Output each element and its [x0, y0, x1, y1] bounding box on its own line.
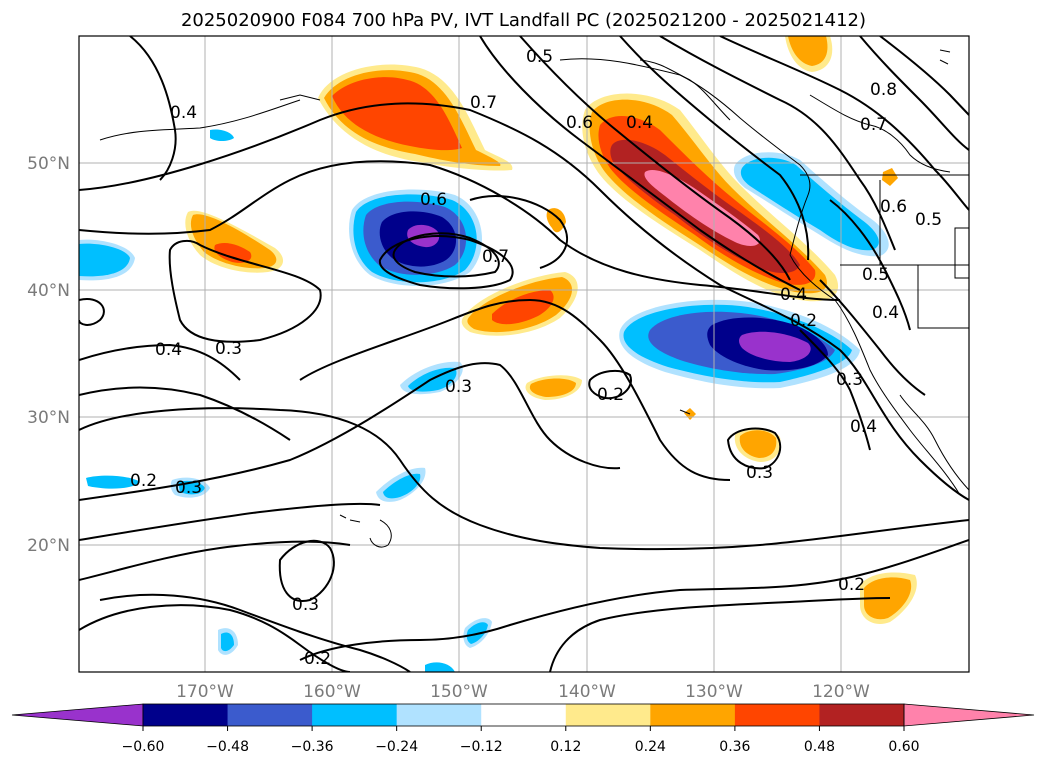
colorbar-tick-label: 0.60: [888, 739, 919, 755]
colorbar-tick-label: 0.24: [635, 739, 666, 755]
contour-label: 0.7: [470, 93, 497, 113]
colorbar: −0.60 −0.48 −0.36 −0.24 −0.12 0.12 0.24 0.36 0.4…: [11, 703, 1035, 755]
lat-label-20n: 20°N: [27, 536, 70, 556]
map-title: 2025020900 F084 700 hPa PV, IVT Landfall…: [180, 10, 867, 31]
contour-label: 0.5: [526, 47, 553, 67]
colorbar-segment: [819, 704, 905, 726]
colorbar-segment: [396, 704, 482, 726]
contour-label: 0.4: [780, 285, 807, 305]
contour-label: 0.2: [130, 471, 157, 491]
map-content: 0.4 0.7 0.5 0.4 0.6 0.8 0.7 0.6 0.5 0.6 …: [79, 36, 969, 672]
coastlines: [99, 49, 969, 548]
map-frame: [78, 35, 970, 673]
contour-label: 0.6: [880, 197, 907, 217]
contour-label: 0.2: [790, 311, 817, 331]
colorbar-segment: [734, 704, 820, 726]
contour-label: 0.5: [915, 210, 942, 230]
colorbar-tick-label: 0.36: [719, 739, 750, 755]
contour-label: 0.6: [566, 113, 593, 133]
contour-label: 0.5: [862, 265, 889, 285]
positive-anomaly-nw: [318, 64, 513, 171]
contour-labels: 0.4 0.7 0.5 0.4 0.6 0.8 0.7 0.6 0.5 0.6 …: [130, 47, 942, 669]
contour-label: 0.3: [836, 370, 863, 390]
contour-label: 0.4: [170, 103, 197, 123]
negative-anomaly-north: [733, 152, 889, 257]
colorbar-tick-label: −0.48: [206, 739, 249, 755]
lon-label-150w: 150°W: [430, 682, 488, 702]
contour-label: 0.8: [870, 80, 897, 100]
colorbar-segment: [312, 704, 398, 726]
contour-label: 0.2: [597, 385, 624, 405]
lon-label-140w: 140°W: [558, 682, 616, 702]
contour-label: 0.3: [215, 339, 242, 359]
colorbar-segment: [650, 704, 736, 726]
colorbar-outline: [142, 703, 905, 727]
colorbar-segment: [227, 704, 313, 726]
colorbar-ticks: −0.60 −0.48 −0.36 −0.24 −0.12 0.12 0.24 0.36 0.4…: [122, 726, 920, 755]
colorbar-segments: [11, 703, 1035, 727]
colorbar-tick-label: −0.36: [291, 739, 334, 755]
colorbar-segment: [565, 704, 651, 726]
colorbar-tick-label: −0.60: [122, 739, 165, 755]
colorbar-tick-label: 0.12: [550, 739, 581, 755]
contour-label: 0.2: [304, 649, 331, 669]
latitude-labels: 50°N 40°N 30°N 20°N: [27, 154, 70, 556]
colorbar-extend-max: [903, 703, 1035, 727]
contour-label: 0.3: [746, 463, 773, 483]
colorbar-segment: [143, 704, 229, 726]
longitude-labels: 170°W 160°W 150°W 140°W 130°W 120°W: [176, 682, 870, 702]
lon-label-120w: 120°W: [812, 682, 870, 702]
contour-label: 0.7: [482, 247, 509, 267]
pv-contours: [79, 36, 969, 672]
lon-label-130w: 130°W: [685, 682, 743, 702]
lat-label-40n: 40°N: [27, 281, 70, 301]
negative-anomaly-southeast: [619, 299, 860, 389]
contour-label: 0.4: [626, 113, 653, 133]
negative-anomaly-west-edge: [79, 239, 135, 281]
colorbar-tick-label: −0.24: [375, 739, 418, 755]
contour-label: 0.7: [860, 115, 887, 135]
colorbar-tick-label: 0.48: [804, 739, 835, 755]
contour-label: 0.6: [420, 190, 447, 210]
lon-label-170w: 170°W: [176, 682, 234, 702]
positive-anomaly-central: [461, 272, 578, 336]
lat-label-30n: 30°N: [27, 408, 70, 428]
lon-label-160w: 160°W: [303, 682, 361, 702]
colorbar-tick-label: −0.12: [460, 739, 503, 755]
contour-label: 0.3: [175, 478, 202, 498]
colorbar-extend-min: [11, 703, 144, 727]
contour-label: 0.4: [155, 340, 182, 360]
contour-label: 0.3: [445, 377, 472, 397]
lat-label-50n: 50°N: [27, 154, 70, 174]
contour-label: 0.2: [838, 575, 865, 595]
colorbar-segment: [481, 704, 567, 726]
contour-label: 0.4: [850, 417, 877, 437]
contour-label: 0.4: [872, 303, 899, 323]
contour-label: 0.3: [292, 595, 319, 615]
